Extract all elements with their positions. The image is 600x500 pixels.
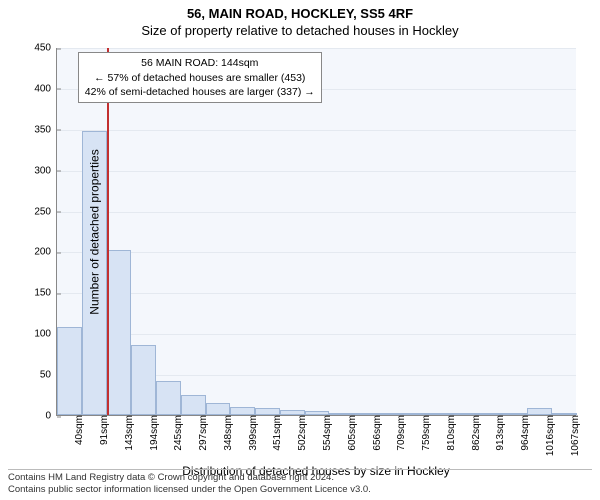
histogram-bar: [181, 395, 206, 415]
gridline: [57, 212, 576, 213]
x-tick-label: 605sqm: [345, 415, 358, 451]
x-tick-label: 40sqm: [72, 415, 85, 445]
x-tick-label: 554sqm: [320, 415, 333, 451]
plot-area: 05010015020025030035040045040sqm91sqm143…: [56, 48, 576, 416]
y-tick-label: 450: [34, 43, 57, 54]
footer-line: Contains public sector information licen…: [8, 484, 592, 496]
x-tick-label: 502sqm: [295, 415, 308, 451]
page-subtitle: Size of property relative to detached ho…: [0, 23, 600, 38]
attribution-footer: Contains HM Land Registry data © Crown c…: [8, 469, 592, 496]
histogram-chart: 05010015020025030035040045040sqm91sqm143…: [56, 48, 576, 416]
x-tick-label: 862sqm: [469, 415, 482, 451]
gridline: [57, 334, 576, 335]
x-tick-label: 810sqm: [444, 415, 457, 451]
page-title: 56, MAIN ROAD, HOCKLEY, SS5 4RF: [0, 6, 600, 21]
histogram-bar: [131, 345, 156, 415]
y-tick-label: 250: [34, 206, 57, 217]
gridline: [57, 252, 576, 253]
y-tick-label: 400: [34, 83, 57, 94]
y-tick-label: 150: [34, 288, 57, 299]
histogram-bar: [156, 381, 181, 415]
gridline: [57, 130, 576, 131]
histogram-bar: [57, 327, 82, 415]
x-tick-label: 759sqm: [419, 415, 432, 451]
x-tick-label: 1016sqm: [543, 415, 556, 456]
x-tick-label: 399sqm: [246, 415, 259, 451]
histogram-bar: [206, 403, 231, 415]
x-tick-label: 194sqm: [147, 415, 160, 451]
x-tick-label: 143sqm: [122, 415, 135, 451]
histogram-bar: [107, 250, 132, 415]
x-tick-label: 964sqm: [518, 415, 531, 451]
x-tick-label: 913sqm: [493, 415, 506, 451]
histogram-bar: [230, 407, 255, 415]
x-tick-label: 656sqm: [370, 415, 383, 451]
y-tick-label: 100: [34, 329, 57, 340]
x-tick-label: 91sqm: [97, 415, 110, 445]
y-tick-label: 350: [34, 124, 57, 135]
y-axis-label: Number of detached properties: [88, 149, 102, 314]
gridline: [57, 293, 576, 294]
x-tick-label: 1067sqm: [568, 415, 581, 456]
gridline: [57, 48, 576, 49]
property-marker-line: [107, 48, 109, 415]
annotation-line: ← 57% of detached houses are smaller (45…: [85, 71, 315, 85]
x-tick-label: 297sqm: [196, 415, 209, 451]
annotation-line: 42% of semi-detached houses are larger (…: [85, 85, 315, 99]
x-tick-label: 245sqm: [171, 415, 184, 451]
annotation-box: 56 MAIN ROAD: 144sqm← 57% of detached ho…: [78, 52, 322, 103]
gridline: [57, 171, 576, 172]
x-tick-label: 348sqm: [221, 415, 234, 451]
annotation-line: 56 MAIN ROAD: 144sqm: [85, 56, 315, 70]
x-tick-label: 451sqm: [270, 415, 283, 451]
x-tick-label: 709sqm: [394, 415, 407, 451]
y-tick-label: 50: [40, 370, 57, 381]
y-tick-label: 300: [34, 165, 57, 176]
y-tick-label: 0: [45, 411, 57, 422]
y-tick-label: 200: [34, 247, 57, 258]
footer-line: Contains HM Land Registry data © Crown c…: [8, 472, 592, 484]
